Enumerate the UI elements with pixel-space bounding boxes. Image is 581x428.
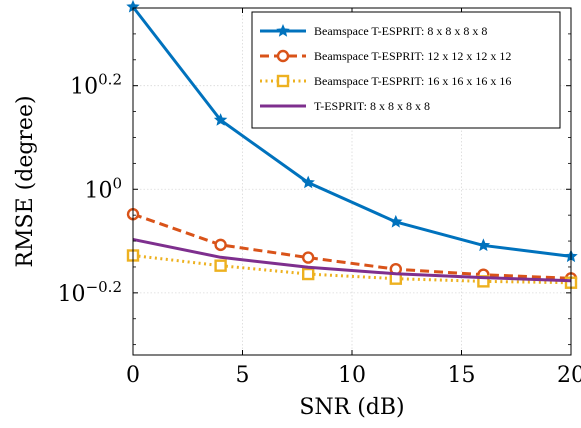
y-tick-label: 10−0.2	[58, 278, 122, 307]
data-point	[476, 238, 491, 252]
legend-label: Beamspace T-ESPRIT: 8 x 8 x 8 x 8	[314, 24, 487, 38]
x-tick-label: 10	[338, 363, 366, 388]
x-axis-label: SNR (dB)	[299, 395, 404, 420]
axis-ticks: 0 5 10 15 20 100.2 100 10−0.2	[58, 8, 581, 388]
legend-label: T-ESPRIT: 8 x 8 x 8 x 8	[314, 99, 430, 113]
series-line	[131, 5, 572, 258]
data-point	[302, 251, 315, 264]
data-point	[214, 238, 227, 252]
legend-marker	[276, 23, 290, 37]
legend: Beamspace T-ESPRIT: 8 x 8 x 8 x 8 Beamspa…	[251, 11, 561, 129]
legend-label: Beamspace T-ESPRIT: 12 x 12 x 12 x 12	[314, 49, 511, 63]
legend-marker	[276, 74, 290, 88]
legend-label: Beamspace T-ESPRIT: 16 x 16 x 16 x 16	[314, 74, 511, 88]
series-line	[132, 253, 572, 285]
series-layer	[126, 0, 578, 289]
data-point	[301, 175, 315, 189]
data-point	[213, 113, 228, 126]
series-line	[132, 237, 572, 283]
x-tick-label: 5	[236, 363, 250, 388]
x-tick-label: 0	[126, 363, 140, 388]
x-tick-label: 20	[557, 363, 581, 388]
series-1	[126, 0, 578, 263]
series-4	[132, 237, 572, 283]
data-point	[302, 267, 315, 281]
series-line	[132, 212, 572, 280]
y-tick-label: 100.2	[70, 71, 122, 100]
y-tick-label: 100	[84, 174, 122, 203]
y-axis-label: RMSE (degree)	[13, 95, 38, 267]
legend-marker	[276, 49, 290, 63]
data-point	[389, 214, 403, 228]
x-tick-label: 15	[448, 363, 476, 388]
data-point	[214, 259, 227, 272]
